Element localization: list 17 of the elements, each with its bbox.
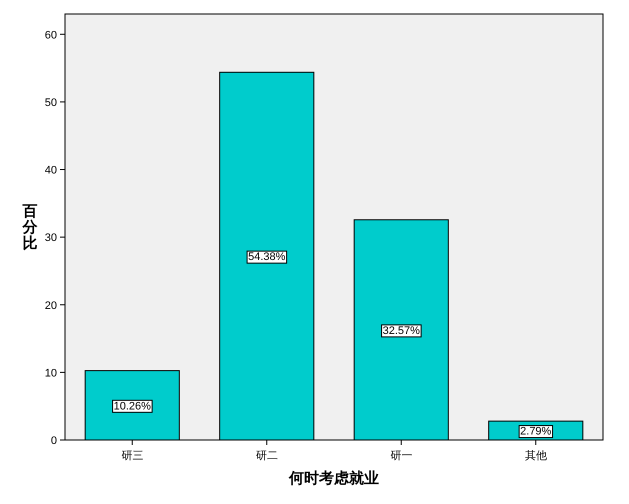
y-tick-label: 0 [50, 435, 57, 447]
x-axis-title: 何时考虑就业 [288, 469, 379, 487]
data-label: 2.79% [520, 426, 552, 438]
y-axis-title: 百分比 [22, 202, 38, 252]
y-tick-label: 30 [44, 232, 57, 244]
x-tick-label: 研二 [256, 449, 278, 462]
data-label: 32.57% [382, 324, 420, 337]
y-tick-label: 50 [44, 96, 57, 109]
y-tick-label: 10 [44, 367, 57, 380]
y-tick-label: 60 [44, 29, 57, 42]
x-tick-label: 其他 [524, 449, 547, 462]
y-tick-label: 20 [44, 300, 57, 312]
y-tick-label: 40 [44, 164, 57, 177]
x-tick-label: 研三 [121, 449, 144, 462]
data-label: 54.38% [248, 251, 286, 264]
data-label: 10.26% [114, 400, 152, 412]
x-tick-label: 研一 [390, 449, 412, 462]
